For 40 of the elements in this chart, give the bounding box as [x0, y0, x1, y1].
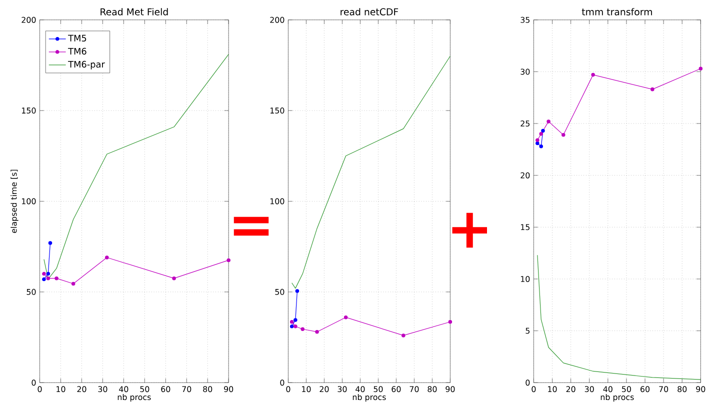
legend-label: TM6 — [68, 48, 86, 54]
point — [539, 144, 544, 148]
text: + — [452, 212, 488, 248]
point — [290, 320, 294, 324]
point — [54, 276, 58, 280]
point — [105, 255, 109, 260]
point — [71, 282, 76, 286]
point — [650, 87, 654, 91]
point — [536, 141, 540, 145]
point — [562, 132, 566, 137]
chart-title: tmm transform — [582, 8, 652, 16]
point — [300, 327, 305, 331]
legend-label: TM6-par — [68, 60, 105, 70]
point — [344, 315, 348, 319]
point — [172, 276, 176, 280]
point — [294, 324, 298, 328]
point — [591, 72, 595, 76]
chart-title: read netCDF — [340, 8, 398, 16]
point — [42, 272, 46, 276]
point — [315, 330, 319, 334]
text: = — [234, 216, 269, 236]
point — [536, 138, 540, 142]
point — [295, 288, 300, 293]
line-series — [44, 54, 229, 280]
point — [546, 119, 550, 124]
point — [294, 318, 298, 322]
point — [698, 66, 703, 70]
legend-label: TM5 — [68, 34, 86, 42]
point — [448, 320, 452, 324]
point — [290, 324, 294, 328]
point — [46, 276, 50, 280]
point — [48, 240, 52, 245]
line-series — [537, 254, 701, 380]
point — [539, 132, 544, 136]
point — [402, 333, 406, 338]
point — [226, 258, 230, 262]
chart-title: Read Met Field — [100, 8, 168, 16]
point — [46, 272, 50, 276]
point — [42, 277, 46, 281]
point — [541, 128, 545, 132]
